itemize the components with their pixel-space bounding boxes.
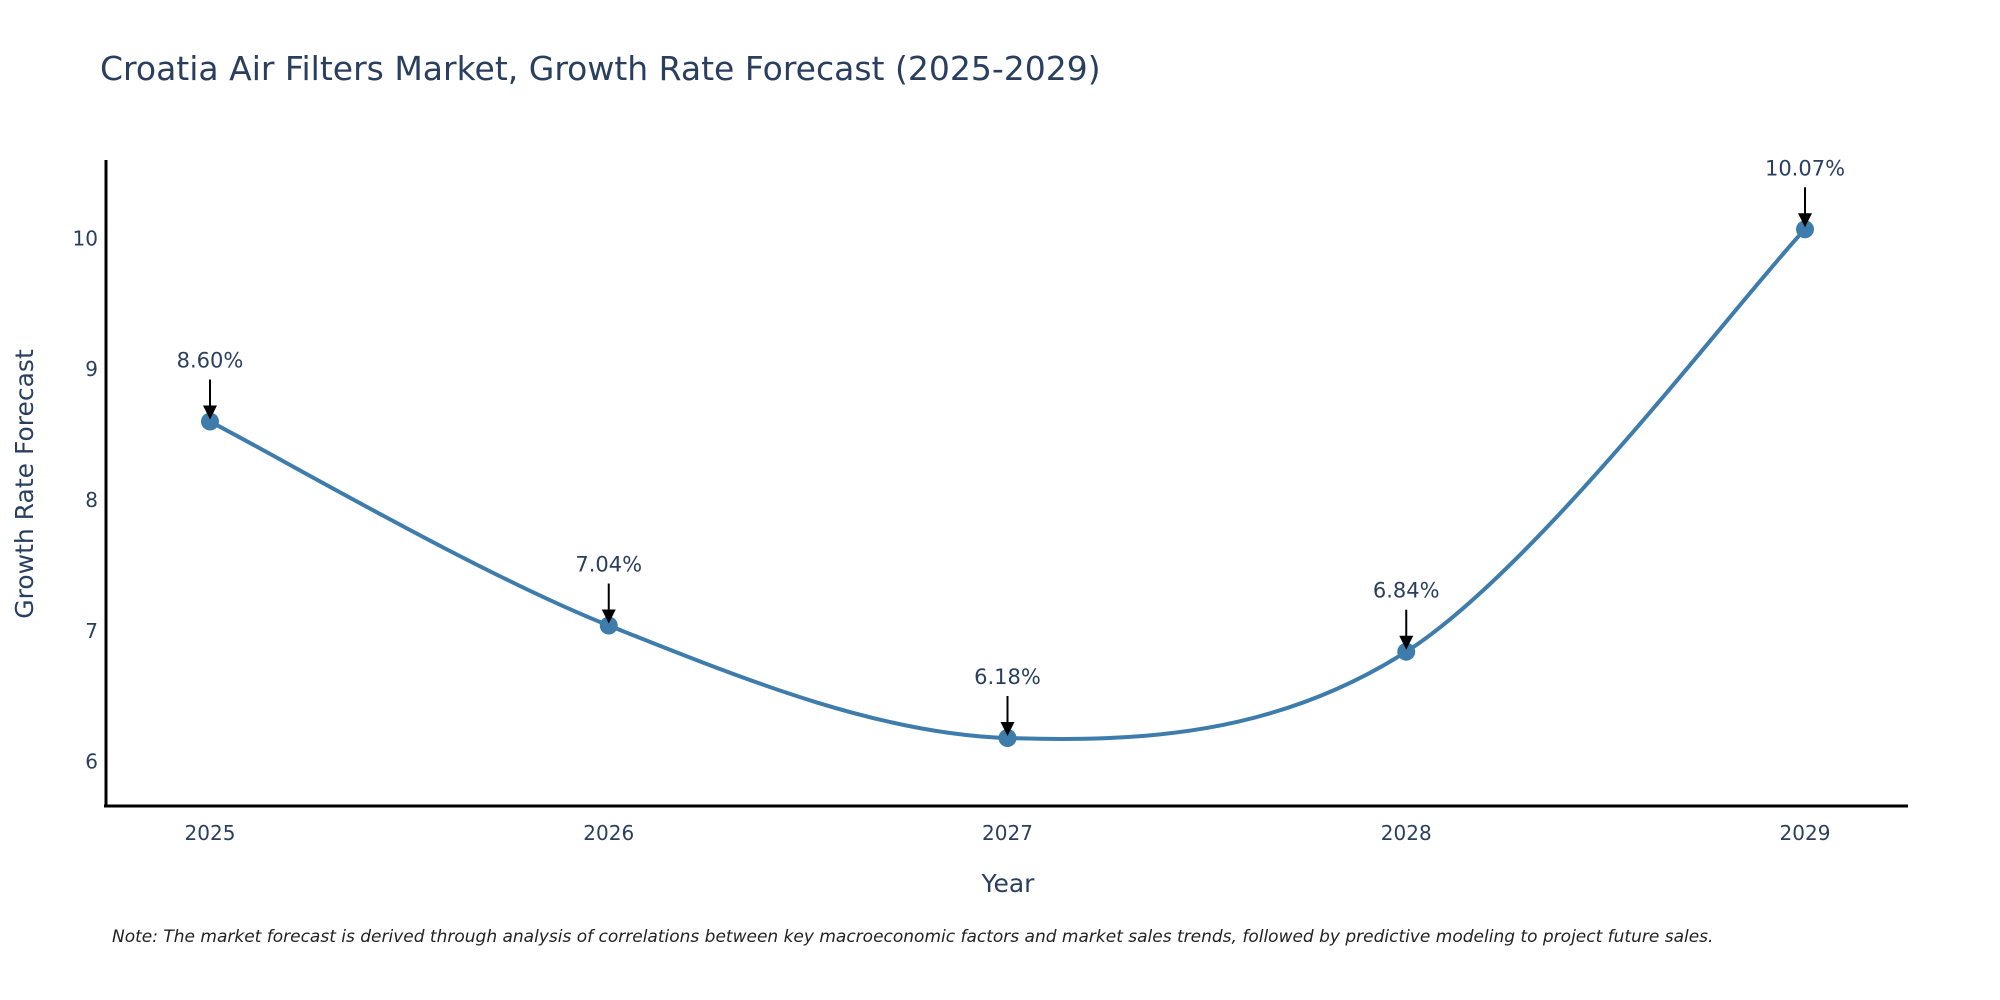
annotation-arrowhead	[1399, 635, 1414, 650]
annotation-arrowhead	[1000, 722, 1015, 736]
data-point	[201, 412, 219, 431]
data-point	[599, 616, 618, 635]
y-tick-label: 7	[85, 619, 98, 643]
y-tick-label: 10	[73, 226, 98, 250]
annotation-arrowhead	[601, 609, 616, 624]
data-point	[1796, 220, 1814, 239]
x-tick-label: 2029	[1780, 821, 1831, 845]
footnote: Note: The market forecast is derived thr…	[112, 927, 1713, 947]
chart-title: Croatia Air Filters Market, Growth Rate …	[100, 49, 1101, 88]
x-tick-label: 2027	[982, 821, 1033, 845]
y-tick-labels: 6 7 8 9 10	[73, 226, 98, 773]
annotation-arrowhead	[1798, 213, 1812, 228]
x-tick-labels: 2025 2026 2027 2028 2029	[185, 821, 1831, 845]
data-label: 6.84%	[1373, 579, 1440, 603]
y-axis-title: Growth Rate Forecast	[10, 349, 39, 619]
x-tick-label: 2026	[583, 821, 634, 845]
y-tick-label: 6	[85, 750, 98, 774]
data-annotations: 8.60% 7.04% 6.18% 6.84% 10.07%	[177, 156, 1845, 736]
series-line	[208, 227, 1807, 741]
annotation-arrowhead	[203, 405, 217, 420]
data-point	[1397, 642, 1416, 661]
data-label: 6.18%	[974, 665, 1041, 689]
plot-area: 6 7 8 9 10 2025 2026 2027 2028 2029 8.60% 7.04% 6.…	[73, 156, 1908, 845]
y-tick-label: 8	[85, 488, 98, 512]
data-point	[998, 729, 1017, 747]
x-axis-title: Year	[981, 869, 1036, 898]
x-tick-label: 2028	[1381, 821, 1432, 845]
y-tick-label: 9	[85, 357, 98, 381]
data-points	[201, 220, 1814, 747]
x-tick-label: 2025	[185, 821, 236, 845]
data-label: 10.07%	[1765, 156, 1845, 180]
data-label: 7.04%	[575, 553, 642, 577]
data-label: 8.60%	[177, 349, 244, 373]
